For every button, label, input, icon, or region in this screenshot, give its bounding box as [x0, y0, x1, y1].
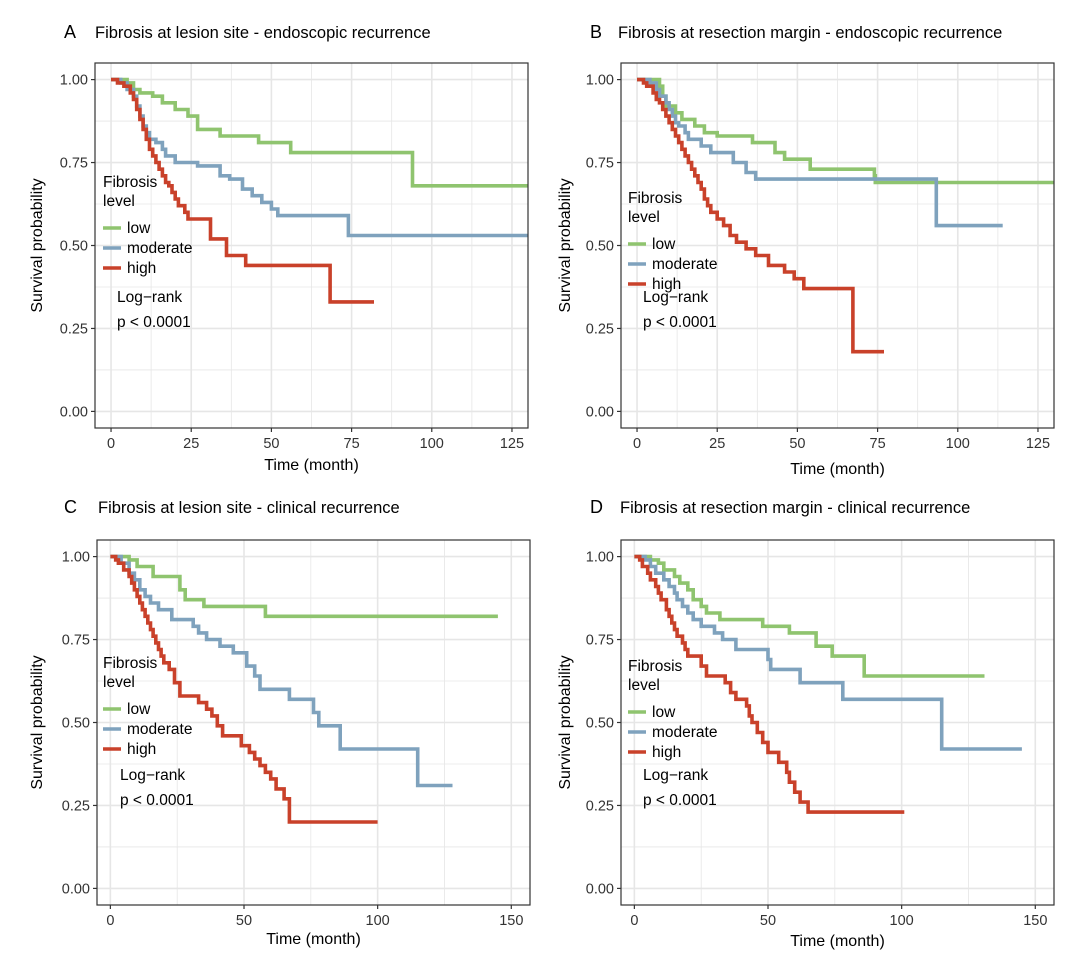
series-low-line [634, 554, 985, 678]
y-tick-label: 0.25 [586, 321, 614, 337]
x-tick-label: 100 [890, 913, 914, 929]
panel-letter: A [64, 22, 76, 42]
y-tick-label: 0.50 [586, 716, 614, 732]
series-high-line [110, 554, 378, 824]
p-value-label: p < 0.0001 [120, 792, 194, 809]
logrank-label: Log−rank [643, 767, 708, 784]
x-tick-label: 100 [366, 913, 390, 929]
y-tick-label: 0.50 [62, 716, 90, 732]
y-tick-label: 0.50 [586, 239, 614, 255]
panel-d: 0.00 0.25 0.50 0.75 1.00 0 50 100 150 Time (month… [557, 497, 1055, 950]
panel-title: Fibrosis at resection margin - clinical … [620, 499, 970, 517]
panel-c: 0.00 0.25 0.50 0.75 1.00 0 50 100 150 Time (month… [29, 497, 531, 948]
y-axis-title: Survival probability [557, 655, 574, 789]
legend-label-high: high [652, 744, 681, 761]
x-tick-label: 25 [709, 436, 725, 452]
panel-title: Fibrosis at lesion site - endoscopic rec… [95, 24, 431, 42]
legend-label-low: low [652, 236, 676, 253]
legend-title: level [628, 677, 660, 694]
panel-letter: D [590, 497, 603, 517]
legend-title: level [103, 193, 135, 210]
legend-label-high: high [127, 741, 156, 758]
panel-letter: B [590, 22, 602, 42]
legend-title: Fibrosis [103, 174, 158, 191]
x-tick-label: 75 [344, 436, 360, 452]
x-tick-label: 0 [633, 436, 641, 452]
y-tick-label: 1.00 [586, 550, 614, 566]
x-tick-label: 50 [236, 913, 252, 929]
legend-label-moderate: moderate [652, 256, 717, 273]
series-high-line [111, 77, 374, 304]
legend-title: Fibrosis [628, 190, 683, 207]
x-tick-label: 0 [106, 913, 114, 929]
y-axis-title: Survival probability [29, 178, 46, 312]
legend-title: level [103, 674, 135, 691]
series-moderate-line [637, 77, 1003, 228]
y-tick-label: 0.75 [586, 156, 614, 172]
x-axis-title: Time (month) [264, 457, 359, 474]
legend-label-moderate: moderate [127, 721, 192, 738]
panel-b: 0.00 0.25 0.50 0.75 1.00 0 25 50 75 100 125 Time (m… [557, 22, 1055, 478]
y-tick-label: 1.00 [586, 73, 614, 89]
x-tick-label: 0 [630, 913, 638, 929]
legend-label-low: low [127, 701, 151, 718]
x-tick-label: 150 [1023, 913, 1047, 929]
series-low-line [110, 554, 498, 619]
x-tick-label: 75 [870, 436, 886, 452]
x-tick-label: 125 [1026, 436, 1050, 452]
y-tick-label: 0.00 [586, 404, 614, 420]
x-tick-label: 50 [263, 436, 279, 452]
x-axis-title: Time (month) [266, 931, 361, 948]
p-value-label: p < 0.0001 [117, 314, 191, 331]
legend-label-high: high [127, 260, 156, 277]
p-value-label: p < 0.0001 [643, 792, 717, 809]
logrank-label: Log−rank [120, 767, 185, 784]
legend-label-low: low [127, 220, 151, 237]
y-axis-title: Survival probability [29, 655, 46, 789]
legend-title: Fibrosis [103, 655, 158, 672]
y-tick-label: 0.75 [586, 633, 614, 649]
x-tick-label: 0 [107, 436, 115, 452]
x-tick-label: 125 [500, 436, 524, 452]
y-tick-label: 0.00 [60, 404, 88, 420]
panel-letter: C [64, 497, 77, 517]
legend-label-high: high [652, 276, 681, 293]
series-high-line [637, 77, 884, 354]
x-tick-label: 50 [789, 436, 805, 452]
x-tick-label: 100 [420, 436, 444, 452]
series-high-line [634, 554, 905, 814]
series-moderate-line [110, 554, 453, 788]
series-low-line [111, 77, 528, 188]
panel-title: Fibrosis at resection margin - endoscopi… [618, 24, 1002, 42]
y-tick-label: 0.75 [60, 156, 88, 172]
legend-label-moderate: moderate [652, 724, 717, 741]
x-axis-title: Time (month) [790, 461, 885, 478]
logrank-label: Log−rank [643, 289, 708, 306]
legend-title: level [628, 209, 660, 226]
y-tick-label: 0.25 [586, 798, 614, 814]
y-tick-label: 0.50 [60, 239, 88, 255]
y-tick-label: 1.00 [60, 73, 88, 89]
y-tick-label: 0.00 [586, 881, 614, 897]
x-axis-title: Time (month) [790, 933, 885, 950]
y-tick-label: 0.75 [62, 633, 90, 649]
series-moderate-line [634, 554, 1022, 751]
logrank-label: Log−rank [117, 289, 182, 306]
x-tick-label: 50 [760, 913, 776, 929]
x-tick-label: 25 [183, 436, 199, 452]
panel-title: Fibrosis at lesion site - clinical recur… [98, 499, 400, 517]
legend-label-low: low [652, 704, 676, 721]
y-tick-label: 0.00 [62, 881, 90, 897]
y-axis-title: Survival probability [557, 178, 574, 312]
y-tick-label: 1.00 [62, 550, 90, 566]
legend-title: Fibrosis [628, 658, 683, 675]
y-tick-label: 0.25 [60, 321, 88, 337]
panel-a: 0.00 0.25 0.50 0.75 1.00 0 25 50 75 100 125 Time (m… [29, 22, 529, 474]
x-tick-label: 150 [499, 913, 523, 929]
y-tick-label: 0.25 [62, 798, 90, 814]
p-value-label: p < 0.0001 [643, 314, 717, 331]
legend-label-moderate: moderate [127, 240, 192, 257]
x-tick-label: 100 [946, 436, 970, 452]
